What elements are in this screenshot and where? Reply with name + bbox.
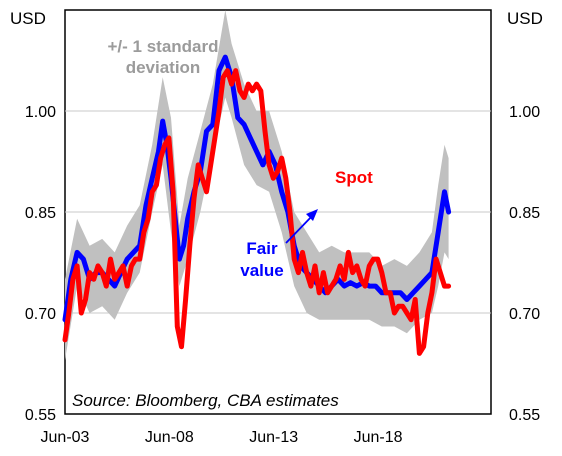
y-tick-label-right: 0.85 (509, 205, 540, 222)
y-unit-left: USD (10, 9, 46, 28)
y-axis-left-ticks: 0.55 0.70 0.85 1.00 (25, 104, 56, 424)
band-label-line2: deviation (126, 58, 201, 77)
spot-line (62, 68, 452, 356)
y-tick-label-right: 0.70 (509, 306, 540, 323)
y-tick-label-left: 0.70 (25, 306, 56, 323)
band-label-line1: +/- 1 standard (107, 37, 218, 56)
x-axis-ticks: Jun-03 Jun-08 Jun-13 Jun-18 (41, 429, 403, 446)
fair-value-arrow (285, 213, 315, 244)
fair-value-label-line2: value (240, 261, 283, 280)
y-tick-label-left: 0.55 (25, 407, 56, 424)
x-tick-label: Jun-08 (145, 429, 194, 446)
y-tick-label-left: 0.85 (25, 205, 56, 222)
y-tick-label-right: 1.00 (509, 104, 540, 121)
y-tick-label-left: 1.00 (25, 104, 56, 121)
fair-value-arrowhead (306, 209, 318, 221)
y-tick-label-right: 0.55 (509, 407, 540, 424)
y-axis-right-ticks: 0.55 0.70 0.85 1.00 (509, 104, 540, 424)
y-unit-right: USD (507, 9, 543, 28)
spot-label: Spot (335, 168, 373, 187)
x-tick-label: Jun-13 (249, 429, 298, 446)
source-note: Source: Bloomberg, CBA estimates (72, 391, 339, 410)
x-tick-label: Jun-03 (41, 429, 90, 446)
x-tick-label: Jun-18 (354, 429, 403, 446)
fair-value-label-line1: Fair (246, 239, 278, 258)
